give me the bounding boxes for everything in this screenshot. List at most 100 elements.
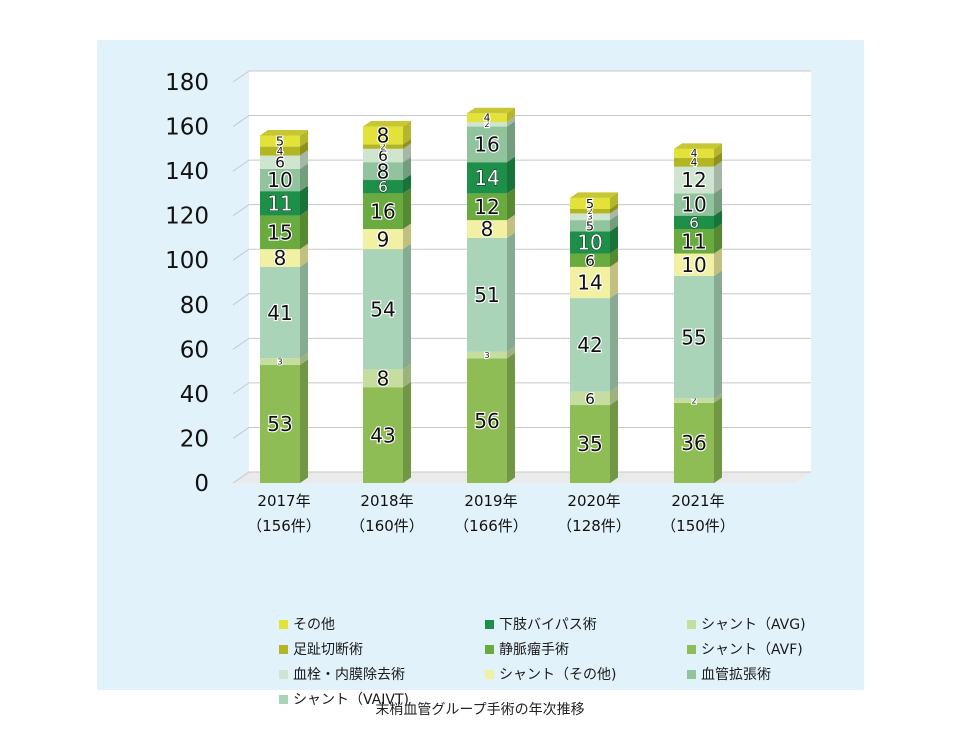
bar-data-label: 8 (481, 217, 494, 241)
bar-segment-side (403, 381, 411, 483)
bar-data-label: 4 (691, 148, 698, 160)
bar-segment (260, 266, 300, 359)
bar-data-label: 55 (681, 325, 706, 349)
bar-segment-side (714, 248, 722, 276)
bar-data-label: 9 (377, 227, 390, 251)
bar-data-label: 36 (681, 431, 706, 455)
x-category-year: 2018年 (360, 492, 413, 510)
x-category-count: （128件） (557, 517, 631, 535)
y-gridline (232, 293, 811, 306)
y-gridline (232, 248, 811, 261)
bar-segment-side (610, 399, 618, 483)
bar-segment-side (714, 161, 722, 194)
bar-data-label: 10 (681, 193, 706, 217)
legend-item: シャント（AVF) (687, 639, 803, 659)
bar-data-label: 5 (276, 135, 284, 150)
bar-segment (260, 155, 300, 169)
bar-segment-side (507, 156, 515, 194)
x-category-count: （156件） (247, 517, 321, 535)
bar-segment (363, 369, 403, 388)
bar-segment-side (610, 207, 618, 221)
legend-swatch (687, 669, 696, 679)
bar-data-label: 4 (691, 157, 698, 169)
x-category-count: （166件） (454, 517, 528, 535)
y-tick-label: 40 (180, 382, 209, 408)
y-gridline (232, 115, 811, 127)
bar-segment-side (507, 232, 515, 352)
y-gridline (232, 471, 811, 484)
legend-item: 静脈瘤手術 (485, 639, 569, 659)
bar-segment (260, 358, 300, 365)
bar-segment-side (507, 116, 515, 127)
bar-segment-side (300, 129, 308, 147)
bar-segment (674, 275, 714, 399)
bar-segment (260, 215, 300, 250)
bar-segment (570, 208, 610, 214)
bar-segment (467, 126, 507, 163)
bar-segment-side (403, 121, 411, 145)
bar-segment (467, 220, 507, 238)
legend-swatch (687, 644, 696, 654)
bar-data-label: 5 (586, 219, 594, 234)
plot-floor (233, 472, 811, 483)
bar-segment (260, 191, 300, 216)
bar-segment-side (610, 248, 618, 267)
bar-segment-side (403, 174, 411, 194)
bar-segment-side (300, 359, 308, 483)
legend-item: 血管拡張術 (687, 664, 771, 684)
bar-segment (570, 253, 610, 267)
bar-segment (363, 180, 403, 194)
y-tick-label: 100 (165, 248, 209, 274)
bar-data-label: 6 (275, 154, 285, 172)
bar-segment (467, 351, 507, 359)
y-gridline (232, 426, 811, 439)
bar-segment (467, 122, 507, 127)
bar-segment-side (610, 214, 618, 232)
x-category-year: 2020年 (567, 492, 620, 510)
bar-segment (467, 237, 507, 352)
bar-data-label: 16 (474, 133, 499, 157)
bar-data-label: 6 (378, 178, 388, 196)
legend-swatch (279, 694, 288, 704)
bar-data-label: 10 (681, 253, 706, 277)
bar-segment (467, 358, 507, 483)
legend-label: その他 (293, 617, 335, 633)
bar-segment-side (714, 152, 722, 167)
bar-segment-side (714, 187, 722, 216)
y-gridline (232, 337, 811, 350)
x-category-year: 2019年 (464, 492, 517, 510)
bar-data-label: 15 (267, 221, 292, 245)
legend-item: 足趾切断術 (279, 639, 363, 659)
bar-segment-side (610, 261, 618, 299)
bar-segment-side (300, 210, 308, 250)
bar-segment (260, 249, 300, 267)
bar-segment (260, 364, 300, 483)
bar-segment (674, 402, 714, 483)
bar-segment-side (300, 243, 308, 267)
bar-segment (674, 157, 714, 167)
bar-segment (260, 146, 300, 156)
y-tick-label: 0 (194, 471, 209, 497)
bar-data-label: 42 (577, 333, 602, 357)
y-tick-label: 60 (180, 337, 209, 363)
bar-data-label: 35 (577, 432, 602, 456)
bar-segment-side (714, 270, 722, 399)
bar-segment-side (610, 192, 618, 209)
bar-data-label: 8 (274, 246, 287, 270)
bar-segment (467, 162, 507, 194)
legend-label: 血管拡張術 (701, 667, 771, 683)
bar-data-label: 41 (267, 301, 292, 325)
bar-segment (674, 229, 714, 254)
bar-segment (260, 135, 300, 147)
bar-segment-side (610, 225, 618, 254)
legend-swatch (279, 619, 288, 629)
y-gridline (232, 204, 811, 217)
bar-data-label: 12 (474, 195, 499, 219)
bar-data-label: 14 (474, 166, 499, 190)
legend-label: 静脈瘤手術 (499, 642, 569, 658)
bar-segment (570, 298, 610, 392)
bar-segment (467, 193, 507, 221)
bar-segment-side (507, 121, 515, 163)
bar-data-label: 6 (378, 147, 388, 165)
bar-segment-side (610, 386, 618, 406)
